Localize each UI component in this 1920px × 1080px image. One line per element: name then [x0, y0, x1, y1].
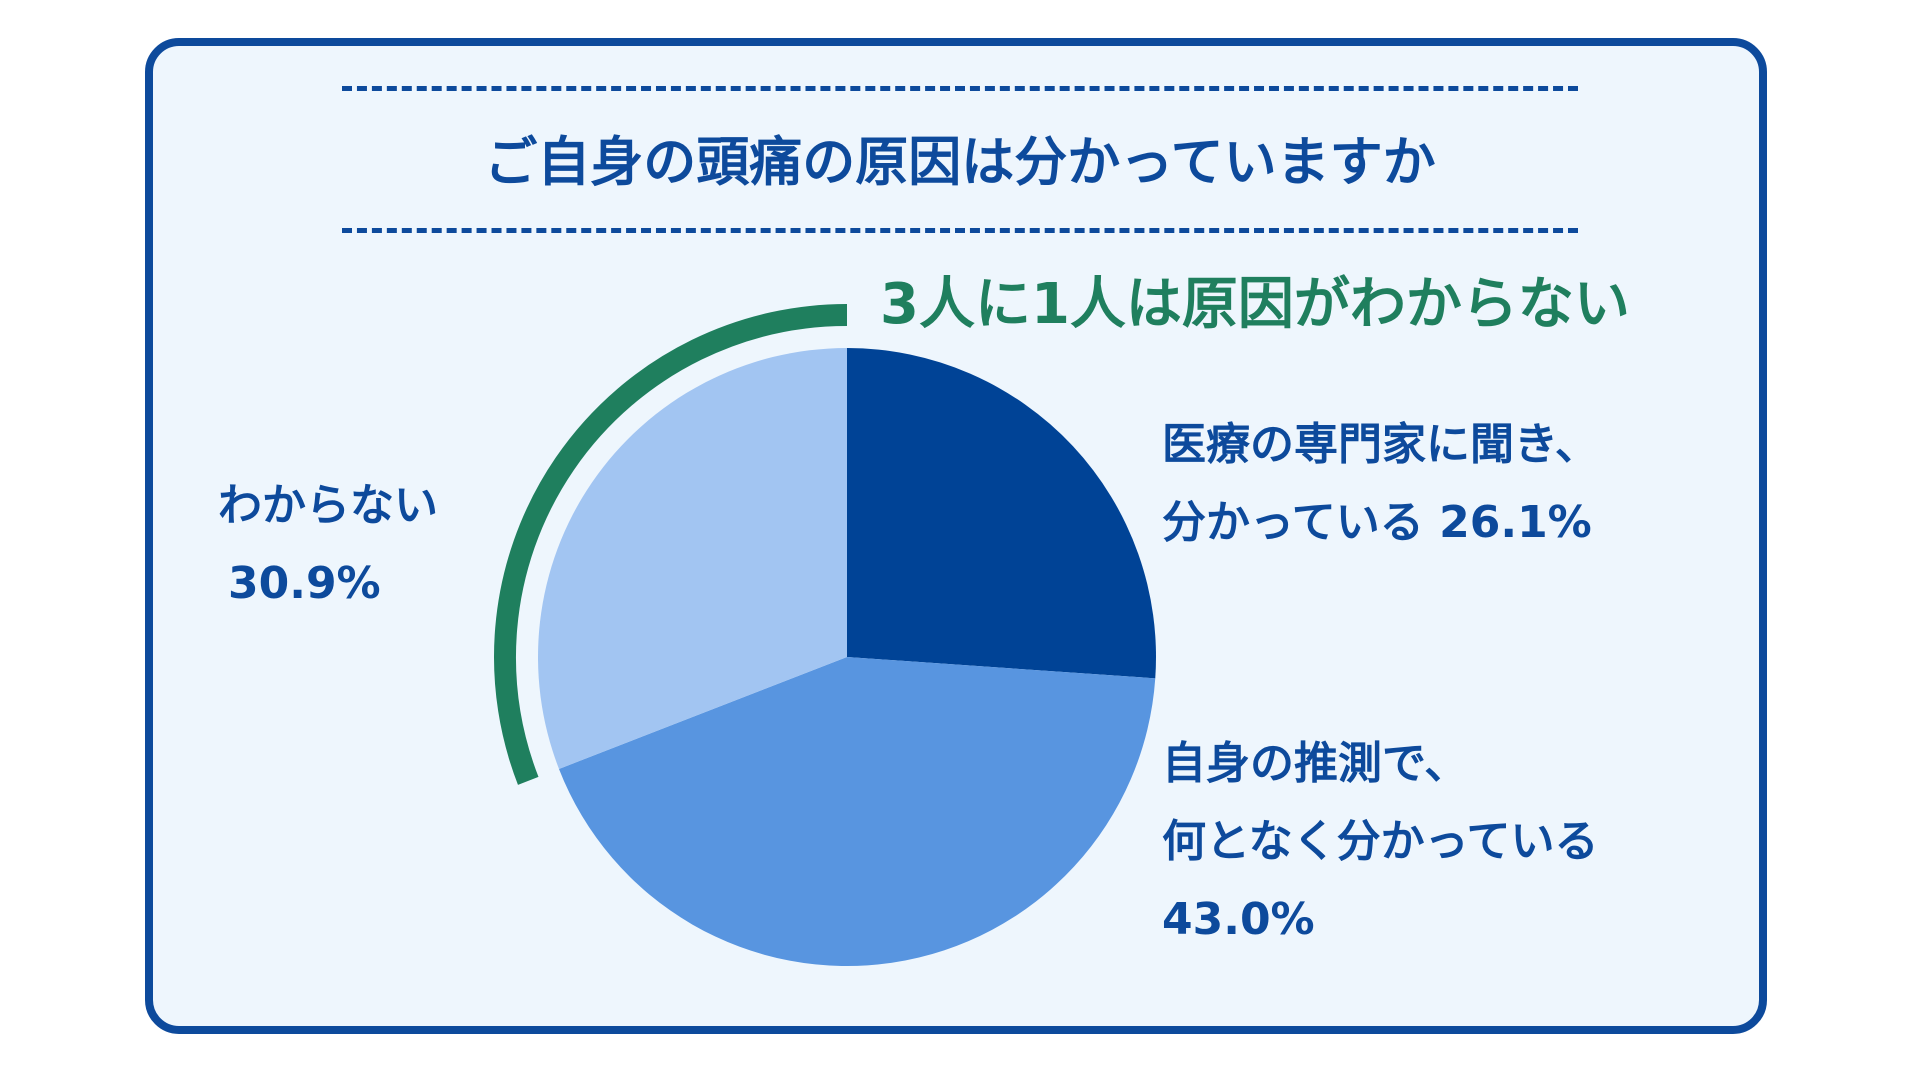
slice-label-guess-line1: 自身の推測で、 — [1162, 738, 1469, 789]
pie-slice-known — [847, 348, 1156, 679]
highlight-headline: 3人に1人は原因がわからない — [880, 272, 1630, 337]
slice-label-guess-line2: 何となく分かっている — [1162, 816, 1599, 867]
pie-slice-guess — [558, 657, 1156, 966]
title-divider-bottom — [342, 228, 1578, 233]
highlight-arc — [494, 304, 848, 785]
slice-label-known: 医療の専門家に聞き、 分かっている 26.1% — [1162, 406, 1599, 562]
pie-slice-unknown — [538, 348, 847, 769]
slice-label-known-line2: 分かっている 26.1% — [1162, 497, 1592, 548]
slice-label-unknown: わからない 30.9% — [218, 467, 438, 623]
slice-label-known-line1: 医療の専門家に聞き、 — [1162, 419, 1599, 470]
slice-label-unknown-line1: わからない — [218, 480, 438, 531]
chart-title: ご自身の頭痛の原因は分かっていますか — [484, 132, 1436, 193]
slice-label-guess-line3: 43.0% — [1162, 894, 1315, 945]
title-divider-top — [342, 86, 1578, 91]
slice-label-unknown-line2: 30.9% — [228, 558, 381, 609]
slice-label-guess: 自身の推測で、 何となく分かっている 43.0% — [1162, 725, 1598, 959]
